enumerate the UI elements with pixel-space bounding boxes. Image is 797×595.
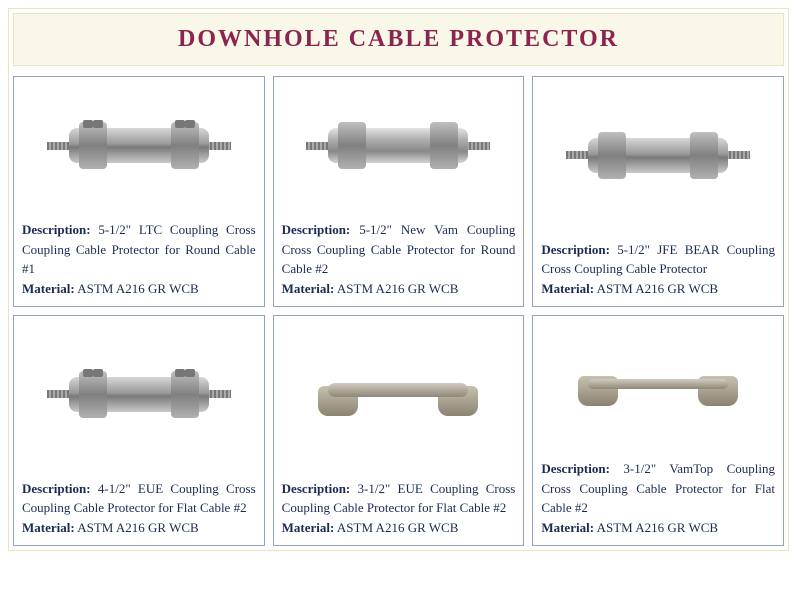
description-label: Description:	[541, 242, 610, 257]
material-label: Material:	[282, 281, 335, 296]
product-image	[533, 77, 783, 234]
title-bar: DOWNHOLE CABLE PROTECTOR	[13, 13, 784, 66]
description-label: Description:	[282, 481, 351, 496]
material-value: ASTM A216 GR WCB	[337, 281, 458, 296]
page-container: DOWNHOLE CABLE PROTECTOR Description: 5-…	[8, 8, 789, 551]
page-title: DOWNHOLE CABLE PROTECTOR	[14, 26, 783, 53]
material-value: ASTM A216 GR WCB	[597, 281, 718, 296]
material-label: Material:	[22, 520, 75, 535]
product-text: Description: 5-1/2" New Vam Coupling Cro…	[274, 214, 524, 306]
material-value: ASTM A216 GR WCB	[77, 281, 198, 296]
product-grid: Description: 5-1/2" LTC Coupling Cross C…	[13, 76, 784, 546]
product-card: Description: 5-1/2" LTC Coupling Cross C…	[13, 76, 265, 307]
product-card: Description: 3-1/2" EUE Coupling Cross C…	[273, 315, 525, 546]
description-label: Description:	[22, 481, 91, 496]
product-text: Description: 5-1/2" LTC Coupling Cross C…	[14, 214, 264, 306]
product-text: Description: 3-1/2" EUE Coupling Cross C…	[274, 473, 524, 546]
description-label: Description:	[282, 222, 351, 237]
material-label: Material:	[541, 520, 594, 535]
product-card: Description: 3-1/2" VamTop Coupling Cros…	[532, 315, 784, 546]
product-image	[14, 316, 264, 473]
product-image	[274, 316, 524, 473]
product-card: Description: 5-1/2" JFE BEAR Coupling Cr…	[532, 76, 784, 307]
product-image	[533, 316, 783, 453]
material-label: Material:	[541, 281, 594, 296]
material-value: ASTM A216 GR WCB	[337, 520, 458, 535]
product-card: Description: 5-1/2" New Vam Coupling Cro…	[273, 76, 525, 307]
material-label: Material:	[22, 281, 75, 296]
description-label: Description:	[541, 461, 610, 476]
material-value: ASTM A216 GR WCB	[597, 520, 718, 535]
material-label: Material:	[282, 520, 335, 535]
product-image	[14, 77, 264, 214]
description-label: Description:	[22, 222, 91, 237]
product-text: Description: 4-1/2" EUE Coupling Cross C…	[14, 473, 264, 546]
product-text: Description: 5-1/2" JFE BEAR Coupling Cr…	[533, 234, 783, 307]
product-card: Description: 4-1/2" EUE Coupling Cross C…	[13, 315, 265, 546]
material-value: ASTM A216 GR WCB	[77, 520, 198, 535]
product-image	[274, 77, 524, 214]
product-text: Description: 3-1/2" VamTop Coupling Cros…	[533, 453, 783, 545]
